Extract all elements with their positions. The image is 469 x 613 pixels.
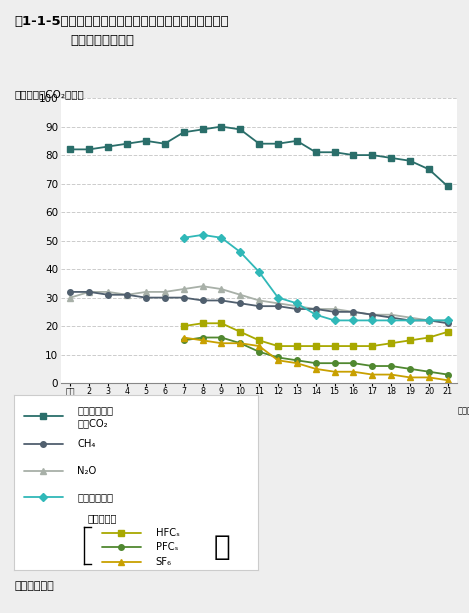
Text: 平成: 平成	[61, 423, 71, 432]
Text: 起源CO₂: 起源CO₂	[77, 418, 108, 428]
Text: （年度）: （年度）	[457, 406, 469, 415]
Text: N₂O: N₂O	[77, 465, 97, 476]
Text: 資料：環境省: 資料：環境省	[14, 581, 54, 591]
Text: SF₆: SF₆	[156, 557, 172, 567]
Text: （百万トンCO₂換算）: （百万トンCO₂換算）	[14, 89, 84, 99]
Text: CH₄: CH₄	[77, 440, 96, 449]
Text: 非エネルギー: 非エネルギー	[77, 405, 113, 415]
Text: ３ガス合計: ３ガス合計	[87, 514, 117, 524]
Text: ）: ）	[214, 533, 231, 560]
Text: 図1-1-5　各種温室効果ガス（エネルギー起源二酸化炭: 図1-1-5 各種温室効果ガス（エネルギー起源二酸化炭	[14, 15, 229, 28]
Text: PFCₛ: PFCₛ	[156, 543, 178, 552]
Text: HFCₛ: HFCₛ	[156, 528, 180, 538]
Text: 代替フロン等: 代替フロン等	[77, 492, 113, 501]
Text: 素以外）の排出量: 素以外）の排出量	[70, 34, 134, 47]
